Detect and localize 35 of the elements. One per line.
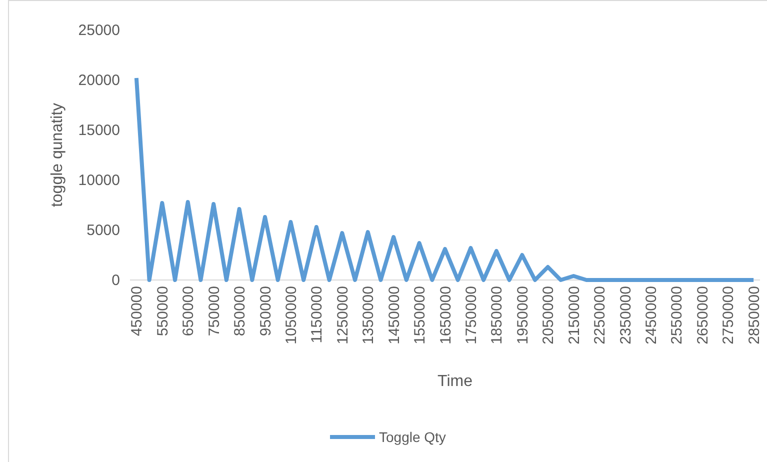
- x-tick-label: 650000: [180, 286, 198, 336]
- x-tick-label: 1150000: [308, 286, 326, 344]
- x-tick-label: 2150000: [566, 286, 583, 344]
- x-tick-label: 1050000: [282, 286, 300, 344]
- x-tick-label: 2750000: [720, 286, 738, 344]
- x-tick-label: 550000: [154, 286, 172, 336]
- x-tick-label: 2450000: [642, 286, 660, 344]
- x-tick-label: 2550000: [668, 286, 686, 344]
- line-series: [134, 76, 756, 282]
- x-tick-label: 750000: [206, 286, 223, 336]
- x-tick-label: 1950000: [514, 286, 532, 344]
- x-tick-label: 2050000: [540, 286, 558, 344]
- y-tick-label: 10000: [78, 172, 120, 189]
- x-axis-title: Time: [438, 373, 473, 390]
- y-tick-label: 5000: [86, 222, 120, 239]
- y-tick-label: 25000: [78, 22, 120, 39]
- x-tick-label: 1550000: [412, 286, 429, 344]
- x-tick-label: 2350000: [617, 286, 634, 344]
- x-tick-label: 2250000: [592, 286, 609, 344]
- x-tick-label: 950000: [257, 286, 274, 336]
- x-tick-label: 1250000: [334, 286, 352, 344]
- x-tick-label: 1350000: [360, 286, 378, 344]
- x-tick-label: 850000: [232, 286, 249, 336]
- y-tick-label: 20000: [78, 72, 120, 89]
- legend-label: Toggle Qty: [379, 429, 446, 445]
- y-axis-title: toggle qunatity: [49, 102, 66, 208]
- x-tick-label: 1750000: [462, 286, 480, 344]
- x-tick-label: 1650000: [437, 286, 454, 344]
- x-tick-label: 1450000: [386, 286, 403, 344]
- x-tick-label: 2850000: [746, 286, 763, 344]
- y-tick-label: 0: [112, 272, 120, 289]
- y-tick-label: 15000: [78, 122, 120, 139]
- x-tick-label: 1850000: [488, 286, 506, 344]
- x-tick-label: 450000: [128, 286, 146, 336]
- x-tick-label: 2650000: [694, 286, 712, 344]
